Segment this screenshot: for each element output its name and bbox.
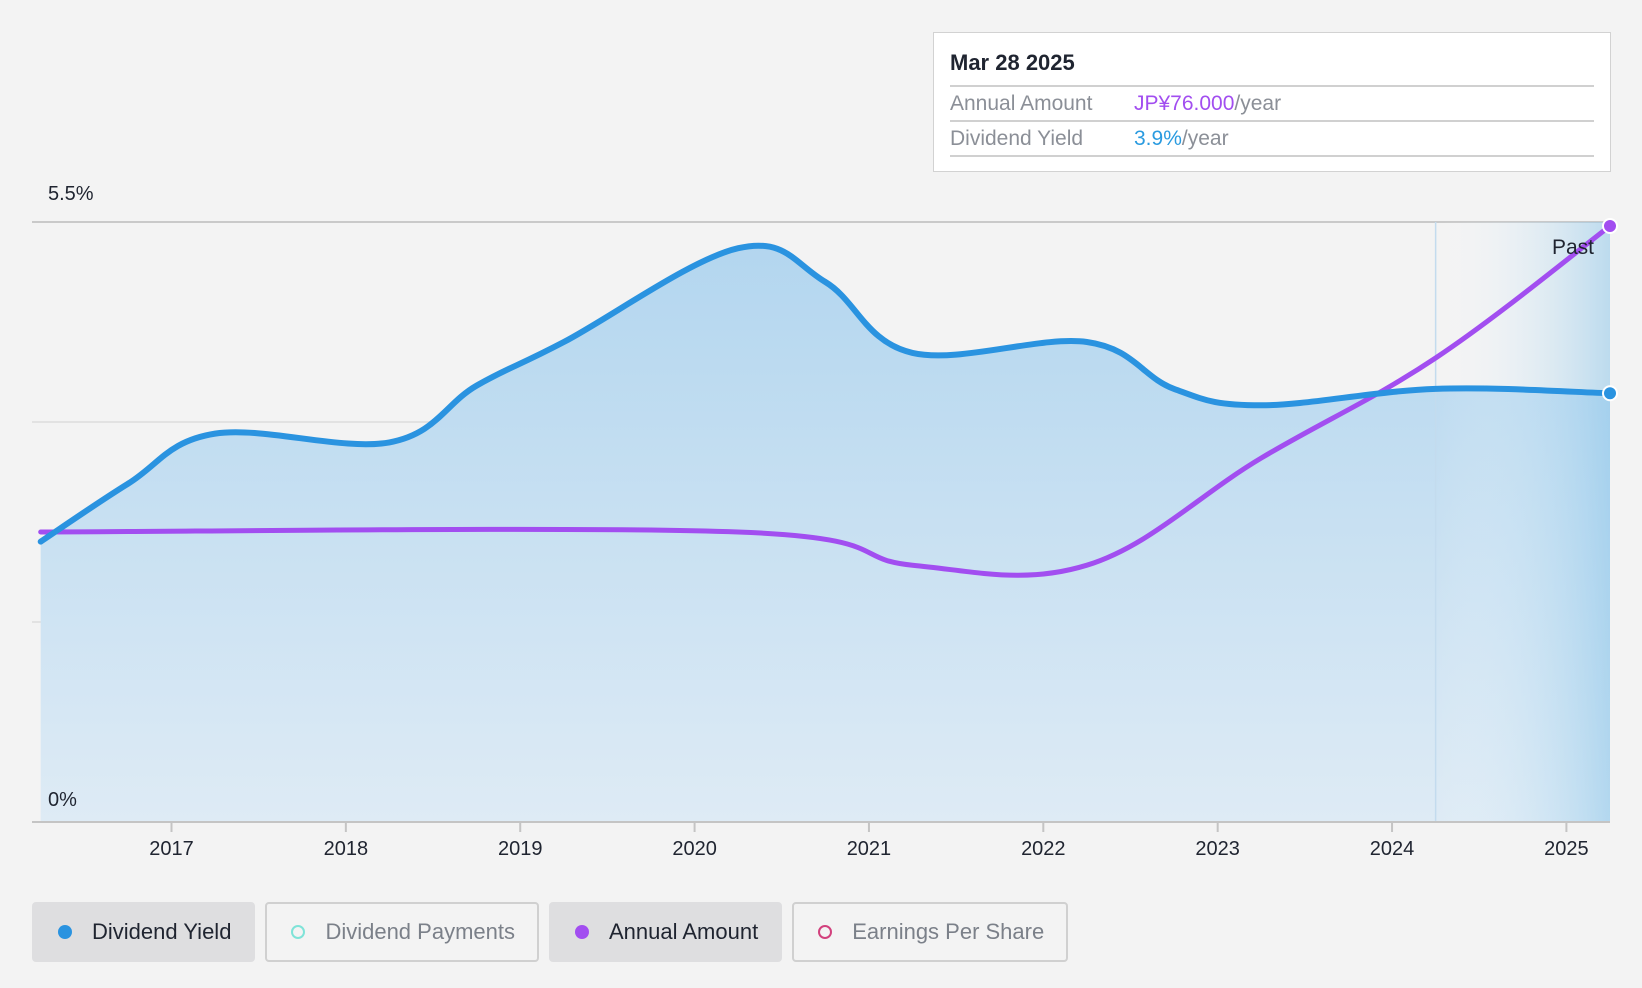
x-tick-label: 2022 — [1021, 838, 1066, 860]
tooltip-value: 3.9% — [1134, 127, 1182, 150]
legend-label: Dividend Yield — [92, 919, 232, 944]
y-axis-max-label: 5.5% — [48, 183, 94, 205]
past-region — [1435, 222, 1610, 822]
dividend-yield-line — [37, 242, 1613, 545]
dividend-payments-ring-icon — [291, 925, 306, 939]
legend-label: Dividend Payments — [325, 919, 515, 944]
tooltip-label: Dividend Yield — [950, 127, 1084, 150]
x-tick-label: 2023 — [1195, 838, 1240, 860]
x-tick-label: 2025 — [1544, 838, 1589, 860]
legend-annual-amount[interactable]: Annual Amount — [548, 902, 783, 962]
y-axis-min-label: 0% — [48, 789, 77, 811]
x-tick-label: 2017 — [149, 838, 194, 860]
tooltip: Mar 28 2025 Annual Amount JP¥76.000 /yea… — [933, 32, 1611, 172]
dividend-yield-area — [40, 245, 1611, 823]
tooltip-unit: /year — [1234, 92, 1282, 115]
x-tick-label: 2019 — [498, 838, 543, 860]
tooltip-label: Annual Amount — [950, 92, 1093, 115]
x-tick-label: 2018 — [324, 838, 369, 860]
tooltip-value: JP¥76.000 — [1134, 92, 1235, 115]
legend-earnings-per-share[interactable]: Earnings Per Share — [792, 902, 1069, 962]
x-tick-label: 2020 — [672, 838, 717, 860]
tooltip-unit: /year — [1181, 127, 1229, 150]
tooltip-date: Mar 28 2025 — [950, 33, 1594, 87]
legend-dividend-yield[interactable]: Dividend Yield — [32, 902, 256, 962]
x-axis: 2017 2018 2019 2020 2021 2022 2023 2024 2025 — [32, 821, 1610, 860]
legend: Dividend Yield Dividend Payments Annual … — [32, 902, 1078, 962]
annual-amount-dot-icon — [574, 925, 589, 939]
legend-label: Earnings Per Share — [852, 919, 1045, 944]
earnings-per-share-ring-icon — [818, 925, 833, 939]
tooltip-row-annual-amount: Annual Amount JP¥76.000 /year — [950, 87, 1594, 122]
past-label: Past — [1552, 236, 1594, 259]
x-tick-label: 2021 — [847, 838, 892, 860]
tooltip-row-dividend-yield: Dividend Yield 3.9% /year — [950, 122, 1594, 157]
annual-amount-line — [38, 223, 1613, 578]
dividend-yield-dot-icon — [58, 925, 72, 939]
x-tick-label: 2024 — [1370, 838, 1415, 860]
annual-amount-end-marker — [1602, 218, 1618, 234]
dividend-yield-end-marker — [1602, 385, 1618, 402]
legend-dividend-payments[interactable]: Dividend Payments — [265, 902, 539, 962]
legend-label: Annual Amount — [608, 919, 759, 944]
